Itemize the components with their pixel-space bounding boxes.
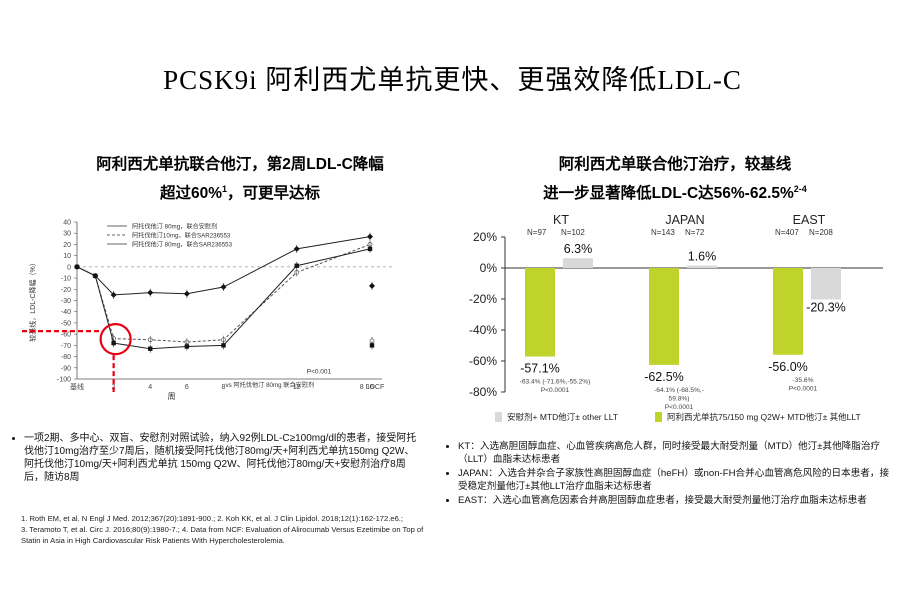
y-axis-label: 较基线，LDL-C降幅（%） [28,259,37,341]
value-label-alirocumab: -57.1% [520,362,560,376]
y-tick-label: -60% [469,354,497,368]
data-point [74,264,80,270]
left-subtitle-line2b: ，可更早达标 [227,185,321,203]
y-tick-label: -40% [469,323,497,337]
page-title: PCSK9i 阿利西尤单抗更快、更强效降低LDL-C [163,65,742,95]
left-subtitle-sup: 1 [222,184,228,194]
x-tick-label: 12 [293,384,301,391]
difference-label: P<0.0001 [541,387,570,394]
y-tick-label: -40 [61,309,71,316]
reference-line: 3. Teramoto T, et al. Circ J. 2016;80(9)… [21,525,424,534]
y-tick-label: -50 [61,320,71,327]
locf-point [369,343,375,348]
locf-point [369,282,375,289]
y-tick-label: 20% [473,230,497,244]
category-label: JAPAN [665,213,704,227]
bar-control [811,268,841,300]
y-tick-label: -10 [61,276,71,283]
y-tick-label: -20 [61,287,71,294]
x-tick-label: 基线 [70,382,84,391]
y-tick-label: -90 [61,365,71,372]
category-label: KT [553,213,569,227]
left-subtitle: 阿利西尤单抗联合他汀，第2周LDL-C降幅 超过60%1，可更早达标 [55,153,425,206]
references: 1. Roth EM, et al. N Engl J Med. 2012;36… [21,513,541,546]
difference-label: -63.4% (-71.6%,-55.2%) [520,379,591,386]
legend-label: 阿托伐他汀 80mg，联合SAR236553 [132,241,233,249]
highlight-circle [99,323,132,356]
y-tick-label: -20% [469,292,497,306]
note-kt: KT：入选高胆固醇血症、心血管疾病高危人群，同时接受最大耐受剂量（MTD）他汀±… [458,440,898,466]
n-label-alirocumab: N=407 [775,228,799,237]
value-label-alirocumab: -62.5% [644,370,684,384]
left-subtitle-line2a: 超过60% [159,185,222,203]
right-subtitle: 阿利西尤单联合他汀治疗，较基线 进一步显著降低LDL-C达56%-62.5%2-… [490,153,860,206]
value-label-control: -20.3% [806,300,846,314]
value-label-control: 6.3% [564,242,593,256]
x-tick-label: 4 [148,384,152,391]
right-notes: KT：入选高胆固醇血症、心血管疾病高危人群，同时接受最大耐受剂量（MTD）他汀±… [446,440,898,508]
difference-label: -35.6% [793,377,814,384]
y-tick-label: -80 [61,354,71,361]
series-line [76,236,371,296]
right-subtitle-line1: 阿利西尤单联合他汀治疗，较基线 [558,156,792,173]
legend-label: 阿托伐他汀 80mg，联合安慰剂 [132,223,217,231]
data-point [93,273,98,279]
y-tick-label: 30 [63,231,71,238]
y-tick-label: 40 [63,220,71,227]
n-label-alirocumab: N=97 [527,228,547,237]
note-japan: JAPAN：入选合并杂合子家族性高胆固醇血症（heFH）或non-FH合并心血管… [458,467,898,493]
right-subtitle-sup: 2-4 [793,184,807,194]
legend-label-control: 安慰剂+ MTD他汀± other LLT [507,412,618,422]
ldl-line-chart: 40 30 20 10 0 -10 -20 -30 -40 -50 -60 -70 -80 -90 -100… [22,220,392,401]
n-label-control: N=208 [809,228,833,237]
legend-swatch-control [495,412,502,422]
reference-line: Statin in Asia in High Cardiovascular Ri… [21,536,285,545]
difference-label: P<0.0001 [789,385,818,392]
n-label-alirocumab: N=143 [651,228,675,237]
left-notes: 一项2期、多中心、双盲、安慰剂对照试验，纳入92例LDL-C≥100mg/dl的… [12,432,422,485]
y-tick-label: 10 [63,253,71,260]
y-tick-label: -30 [61,298,71,305]
n-label-control: N=72 [685,228,705,237]
legend-label-alirocumab: 阿利西尤单抗75/150 mg Q2W+ MTD他汀± 其他LLT [667,412,861,422]
value-label-control: 1.6% [688,250,717,264]
comparison-note: vs 阿托伐他汀 80mg 联合安慰剂 [226,381,315,389]
series-line [76,248,371,350]
legend-swatch-alirocumab [655,412,662,422]
y-tick-label: -80% [469,385,497,399]
y-tick-label: -70 [61,343,71,350]
left-subtitle-line1: 阿利西尤单抗联合他汀，第2周LDL-C降幅 [96,156,384,173]
x-axis-label: 周 [168,392,176,401]
y-tick-label: -100 [57,377,71,384]
left-note-item: 一项2期、多中心、双盲、安慰剂对照试验，纳入92例LDL-C≥100mg/dl的… [24,432,422,484]
y-tick-label: -60 [61,332,71,339]
y-tick-label: 20 [63,242,71,249]
n-label-control: N=102 [561,228,585,237]
reference-line: 1. Roth EM, et al. N Engl J Med. 2012;36… [21,514,404,523]
legend-label: 阿托伐他汀10mg，联合SAR236553 [132,232,231,240]
x-tick-label: 8 [222,384,226,391]
x-tick-label: 8 LOCF [360,384,385,391]
p-value: P<0.001 [307,368,332,375]
note-east: EAST：入选心血管高危因素合并高胆固醇血症患者，接受最大耐受剂量他汀治疗血脂未… [458,494,898,507]
value-label-alirocumab: -56.0% [768,360,808,374]
difference-label: 59.8%) [669,395,690,402]
y-tick-label: 0% [480,261,498,275]
bar-control [687,265,717,268]
bar-alirocumab [649,268,679,365]
category-label: EAST [793,213,826,227]
x-tick-label: 16 [366,384,374,391]
ldl-bar-chart: 20% 0% -20% -40% -60% -80% KT N=97 N=102 -57.1% 6.… [469,213,883,422]
bar-alirocumab [525,268,555,357]
bar-alirocumab [773,268,803,355]
x-tick-label: 6 [185,384,189,391]
difference-label: -64.1% (-68.5%,- [654,387,704,394]
difference-label: P<0.0001 [665,404,694,411]
right-subtitle-line2: 进一步显著降低LDL-C达56%-62.5% [543,185,794,203]
bar-control [563,258,593,268]
y-tick-label: 0 [67,264,71,271]
